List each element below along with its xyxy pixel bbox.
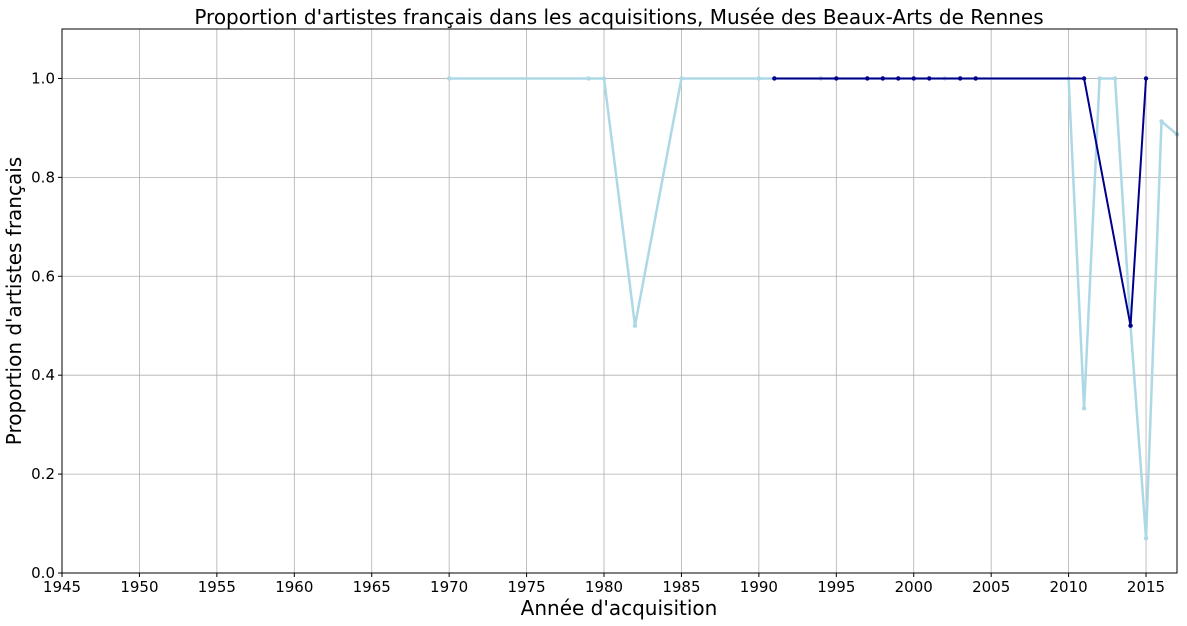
data-point: [973, 76, 978, 81]
data-point: [1143, 76, 1149, 81]
data-point: [1081, 406, 1087, 411]
series-layer: [446, 76, 1180, 541]
data-point: [896, 76, 901, 81]
data-point: [1097, 76, 1102, 81]
x-tick-label: 2015: [1127, 578, 1165, 596]
data-point: [834, 76, 839, 81]
grid: [61, 29, 1177, 574]
data-point: [880, 76, 885, 81]
data-point: [601, 76, 607, 81]
x-tick-label: 2010: [1050, 578, 1088, 596]
y-axis-label: Proportion d'artistes français: [2, 157, 26, 445]
x-tick-label: 1990: [740, 578, 778, 596]
data-point: [632, 323, 638, 328]
x-tick-label: 1995: [817, 578, 855, 596]
data-point: [586, 76, 591, 81]
series-0: [446, 76, 1180, 541]
data-point: [772, 76, 777, 81]
y-tick-label: 0.4: [31, 366, 55, 384]
data-point: [756, 76, 762, 81]
x-tick-label: 1945: [43, 578, 81, 596]
y-tick-label: 0.0: [31, 564, 55, 582]
x-tick-label: 1970: [430, 578, 468, 596]
data-point: [1143, 536, 1149, 541]
series-line: [449, 77, 1178, 540]
series-line: [774, 77, 1148, 327]
y-tick-label: 0.6: [31, 267, 55, 285]
axis-ticks: 1945 1950 1955 1960 1965 1970 1975 1980 1985 1990…: [31, 69, 1165, 596]
data-point: [1081, 76, 1087, 81]
x-tick-label: 1980: [585, 578, 623, 596]
series-1: [772, 76, 1149, 328]
data-point: [679, 76, 684, 81]
y-tick-label: 0.8: [31, 168, 55, 186]
data-point: [865, 76, 870, 81]
y-tick-label: 1.0: [31, 69, 55, 87]
x-tick-label: 1985: [662, 578, 700, 596]
y-tick-label: 0.2: [31, 465, 55, 483]
x-tick-label: 2000: [895, 578, 933, 596]
x-tick-label: 2005: [972, 578, 1010, 596]
data-point: [911, 76, 916, 81]
data-point: [1112, 76, 1118, 81]
x-tick-label: 1975: [507, 578, 545, 596]
data-point: [446, 76, 452, 81]
x-tick-label: 1965: [353, 578, 391, 596]
x-tick-label: 1955: [198, 578, 236, 596]
data-point: [1128, 323, 1133, 328]
plot-frame: [61, 28, 1178, 574]
data-point: [957, 76, 963, 81]
x-tick-label: 1950: [120, 578, 158, 596]
data-point: [927, 76, 932, 81]
chart-title: Proportion d'artistes français dans les …: [194, 5, 1043, 29]
x-axis-label: Année d'acquisition: [521, 596, 718, 620]
x-tick-label: 1960: [275, 578, 313, 596]
data-point: [1159, 119, 1164, 124]
